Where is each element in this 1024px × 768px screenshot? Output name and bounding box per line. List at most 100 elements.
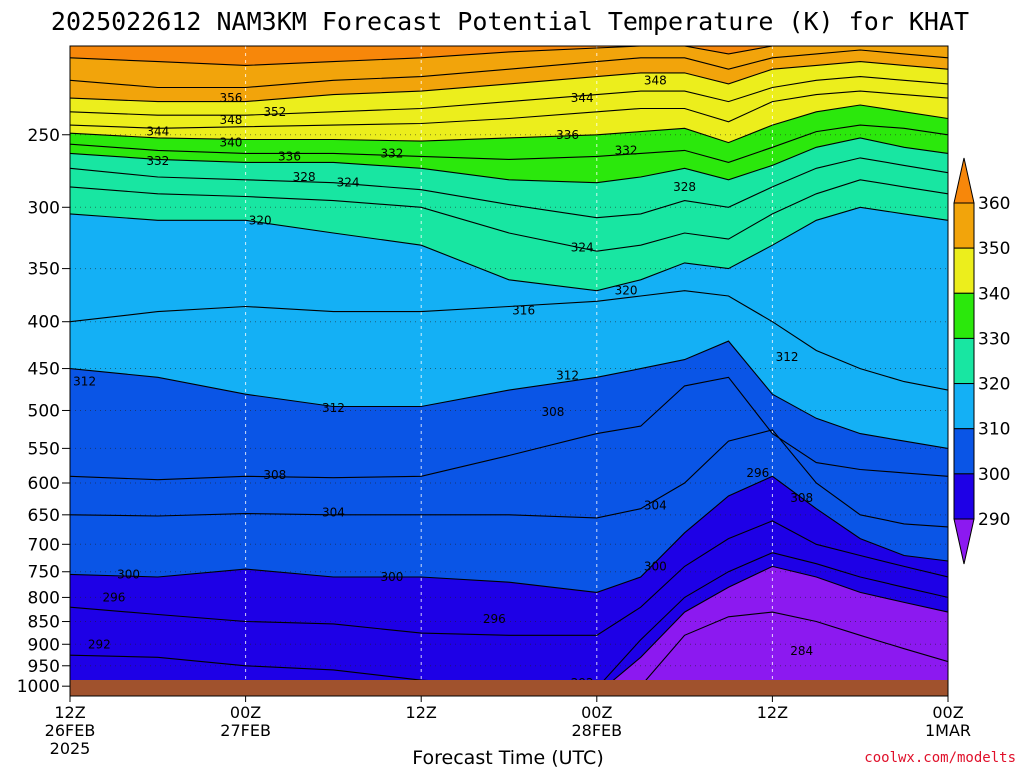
- contour-label: 304: [644, 499, 667, 513]
- colorbar-segment: [953, 292, 975, 339]
- contour-label: 292: [88, 637, 111, 651]
- contour-label: 336: [278, 149, 301, 163]
- contour-label: 312: [556, 369, 579, 383]
- contour-line-356: [70, 49, 948, 89]
- contour-label: 308: [790, 491, 813, 505]
- colorbar-tick-label: 310: [978, 420, 1010, 440]
- contour-line-290: [612, 565, 948, 680]
- contour-label: 332: [615, 143, 638, 157]
- y-tick-label: 300: [28, 198, 60, 218]
- contour-label: 296: [483, 612, 506, 626]
- y-tick-label: 950: [28, 657, 60, 677]
- y-tick-label: 800: [28, 588, 60, 608]
- contour-line-320: [70, 206, 948, 292]
- y-tick-label: 700: [28, 535, 60, 555]
- colorbar-segment: [953, 428, 975, 475]
- contour-line-348: [70, 76, 948, 116]
- contour-label: 292: [571, 676, 594, 690]
- contour-label: 296: [746, 466, 769, 480]
- colorbar-segment: [953, 202, 975, 249]
- colorbar-tick-label: 350: [978, 239, 1010, 259]
- contour-line-336: [70, 124, 948, 163]
- colorbar-bottom-arrow: [953, 518, 975, 565]
- contour-label: 312: [322, 401, 345, 415]
- contour-label: 300: [117, 567, 140, 581]
- contour-label: 328: [673, 180, 696, 194]
- contour-line-312: [70, 340, 948, 449]
- contour-label: 344: [146, 125, 169, 139]
- x-tick-label: 00Z: [932, 703, 963, 722]
- y-tick-label: 850: [28, 613, 60, 633]
- contour-label: 284: [790, 644, 813, 658]
- y-tick-label: 650: [28, 506, 60, 526]
- contour-label: 300: [644, 559, 667, 573]
- colorbar-tick-label: 320: [978, 375, 1010, 395]
- credit-text: coolwx.com/modelts: [864, 750, 1016, 766]
- y-tick-label: 500: [28, 401, 60, 421]
- contour-label: 300: [380, 570, 403, 584]
- contour-label: 336: [556, 128, 579, 142]
- y-tick-label: 1000: [17, 677, 60, 697]
- contour-line-344: [70, 90, 948, 129]
- contour-label: 332: [380, 146, 403, 160]
- contour-label: 304: [322, 505, 345, 519]
- contour-labels: 356 352 348 344 340 336 332 332 328 324 320 316 312 3…: [73, 73, 813, 690]
- contour-line-352: [70, 61, 948, 103]
- contour-line-328: [70, 157, 948, 219]
- x-tick-label: 27FEB: [220, 721, 271, 740]
- y-tick-label: 250: [28, 126, 60, 146]
- contour-line-304: [70, 429, 948, 528]
- contour-label: 352: [263, 105, 286, 119]
- contour-line-308: [70, 376, 948, 481]
- contour-label: 320: [615, 284, 638, 298]
- colorbar-segment: [953, 247, 975, 294]
- ground-strip: [70, 680, 948, 696]
- contour-label: 340: [220, 136, 243, 150]
- grid-lines: [70, 46, 948, 680]
- colorbar-tick-label: 360: [978, 194, 1010, 214]
- colorbar-tick-label: 290: [978, 510, 1010, 530]
- y-tick-label: 600: [28, 474, 60, 494]
- contour-line-292: [70, 552, 948, 680]
- x-tick-label: 12Z: [757, 703, 788, 722]
- contour-label: 344: [571, 91, 594, 105]
- contour-line-332: [70, 137, 948, 184]
- colorbar: 290 300 310 320 330 340 350 360: [953, 157, 1010, 565]
- contour-line-316: [70, 290, 948, 391]
- contour-line-284: [645, 611, 948, 680]
- contour-lines: [70, 46, 948, 680]
- x-tick-label: 28FEB: [571, 721, 622, 740]
- y-tick-label: 900: [28, 635, 60, 655]
- contour-label: 324: [571, 241, 594, 255]
- x-axis-label: Forecast Time (UTC): [412, 747, 603, 768]
- colorbar-top-arrow: [953, 157, 975, 204]
- colorbar-tick-label: 300: [978, 465, 1010, 485]
- colorbar-segment: [953, 473, 975, 520]
- contour-label: 312: [73, 375, 96, 389]
- colorbar-tick-label: 340: [978, 284, 1010, 304]
- contour-fills: [70, 46, 948, 680]
- colorbar-segment: [953, 383, 975, 430]
- x-tick-label: 12Z: [54, 703, 85, 722]
- contour-label: 328: [293, 170, 316, 184]
- y-tick-label: 750: [28, 563, 60, 583]
- plot-frame: [69, 45, 949, 697]
- colorbar-segment: [953, 337, 975, 385]
- x-tick-label: 12Z: [406, 703, 437, 722]
- colorbar-tick-label: 330: [978, 329, 1010, 349]
- contour-label: 348: [644, 73, 667, 87]
- contour-line-296: [70, 520, 948, 636]
- band-above-360: [70, 46, 948, 66]
- contour-line-300: [70, 475, 948, 593]
- contour-line-324: [70, 179, 948, 252]
- contour-line-360: [70, 46, 948, 66]
- contour-label: 320: [249, 213, 272, 227]
- contour-label: 324: [337, 176, 360, 190]
- contour-line-340: [70, 104, 948, 144]
- contour-label: 316: [512, 304, 535, 318]
- contour-label: 308: [263, 468, 286, 482]
- contour-label: 356: [220, 91, 243, 105]
- y-tick-label: 350: [28, 260, 60, 280]
